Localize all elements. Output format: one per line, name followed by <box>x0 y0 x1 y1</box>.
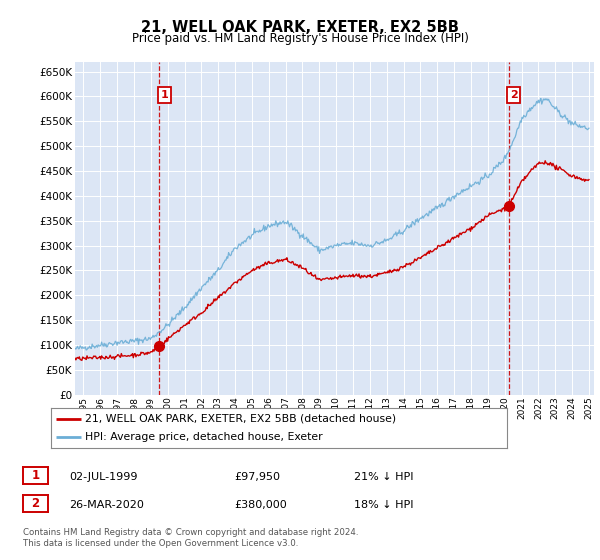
Text: 21% ↓ HPI: 21% ↓ HPI <box>354 472 413 482</box>
Text: 26-MAR-2020: 26-MAR-2020 <box>69 500 144 510</box>
Text: HPI: Average price, detached house, Exeter: HPI: Average price, detached house, Exet… <box>85 432 323 442</box>
Text: Price paid vs. HM Land Registry's House Price Index (HPI): Price paid vs. HM Land Registry's House … <box>131 32 469 45</box>
Text: Contains HM Land Registry data © Crown copyright and database right 2024.
This d: Contains HM Land Registry data © Crown c… <box>23 528 358 548</box>
Text: 2: 2 <box>510 90 517 100</box>
Text: 21, WELL OAK PARK, EXETER, EX2 5BB (detached house): 21, WELL OAK PARK, EXETER, EX2 5BB (deta… <box>85 414 397 423</box>
Text: 02-JUL-1999: 02-JUL-1999 <box>69 472 137 482</box>
Text: 2: 2 <box>31 497 40 510</box>
Text: 1: 1 <box>31 469 40 482</box>
Text: 1: 1 <box>160 90 168 100</box>
Text: 21, WELL OAK PARK, EXETER, EX2 5BB: 21, WELL OAK PARK, EXETER, EX2 5BB <box>141 20 459 35</box>
Text: 18% ↓ HPI: 18% ↓ HPI <box>354 500 413 510</box>
Text: £380,000: £380,000 <box>234 500 287 510</box>
Text: £97,950: £97,950 <box>234 472 280 482</box>
